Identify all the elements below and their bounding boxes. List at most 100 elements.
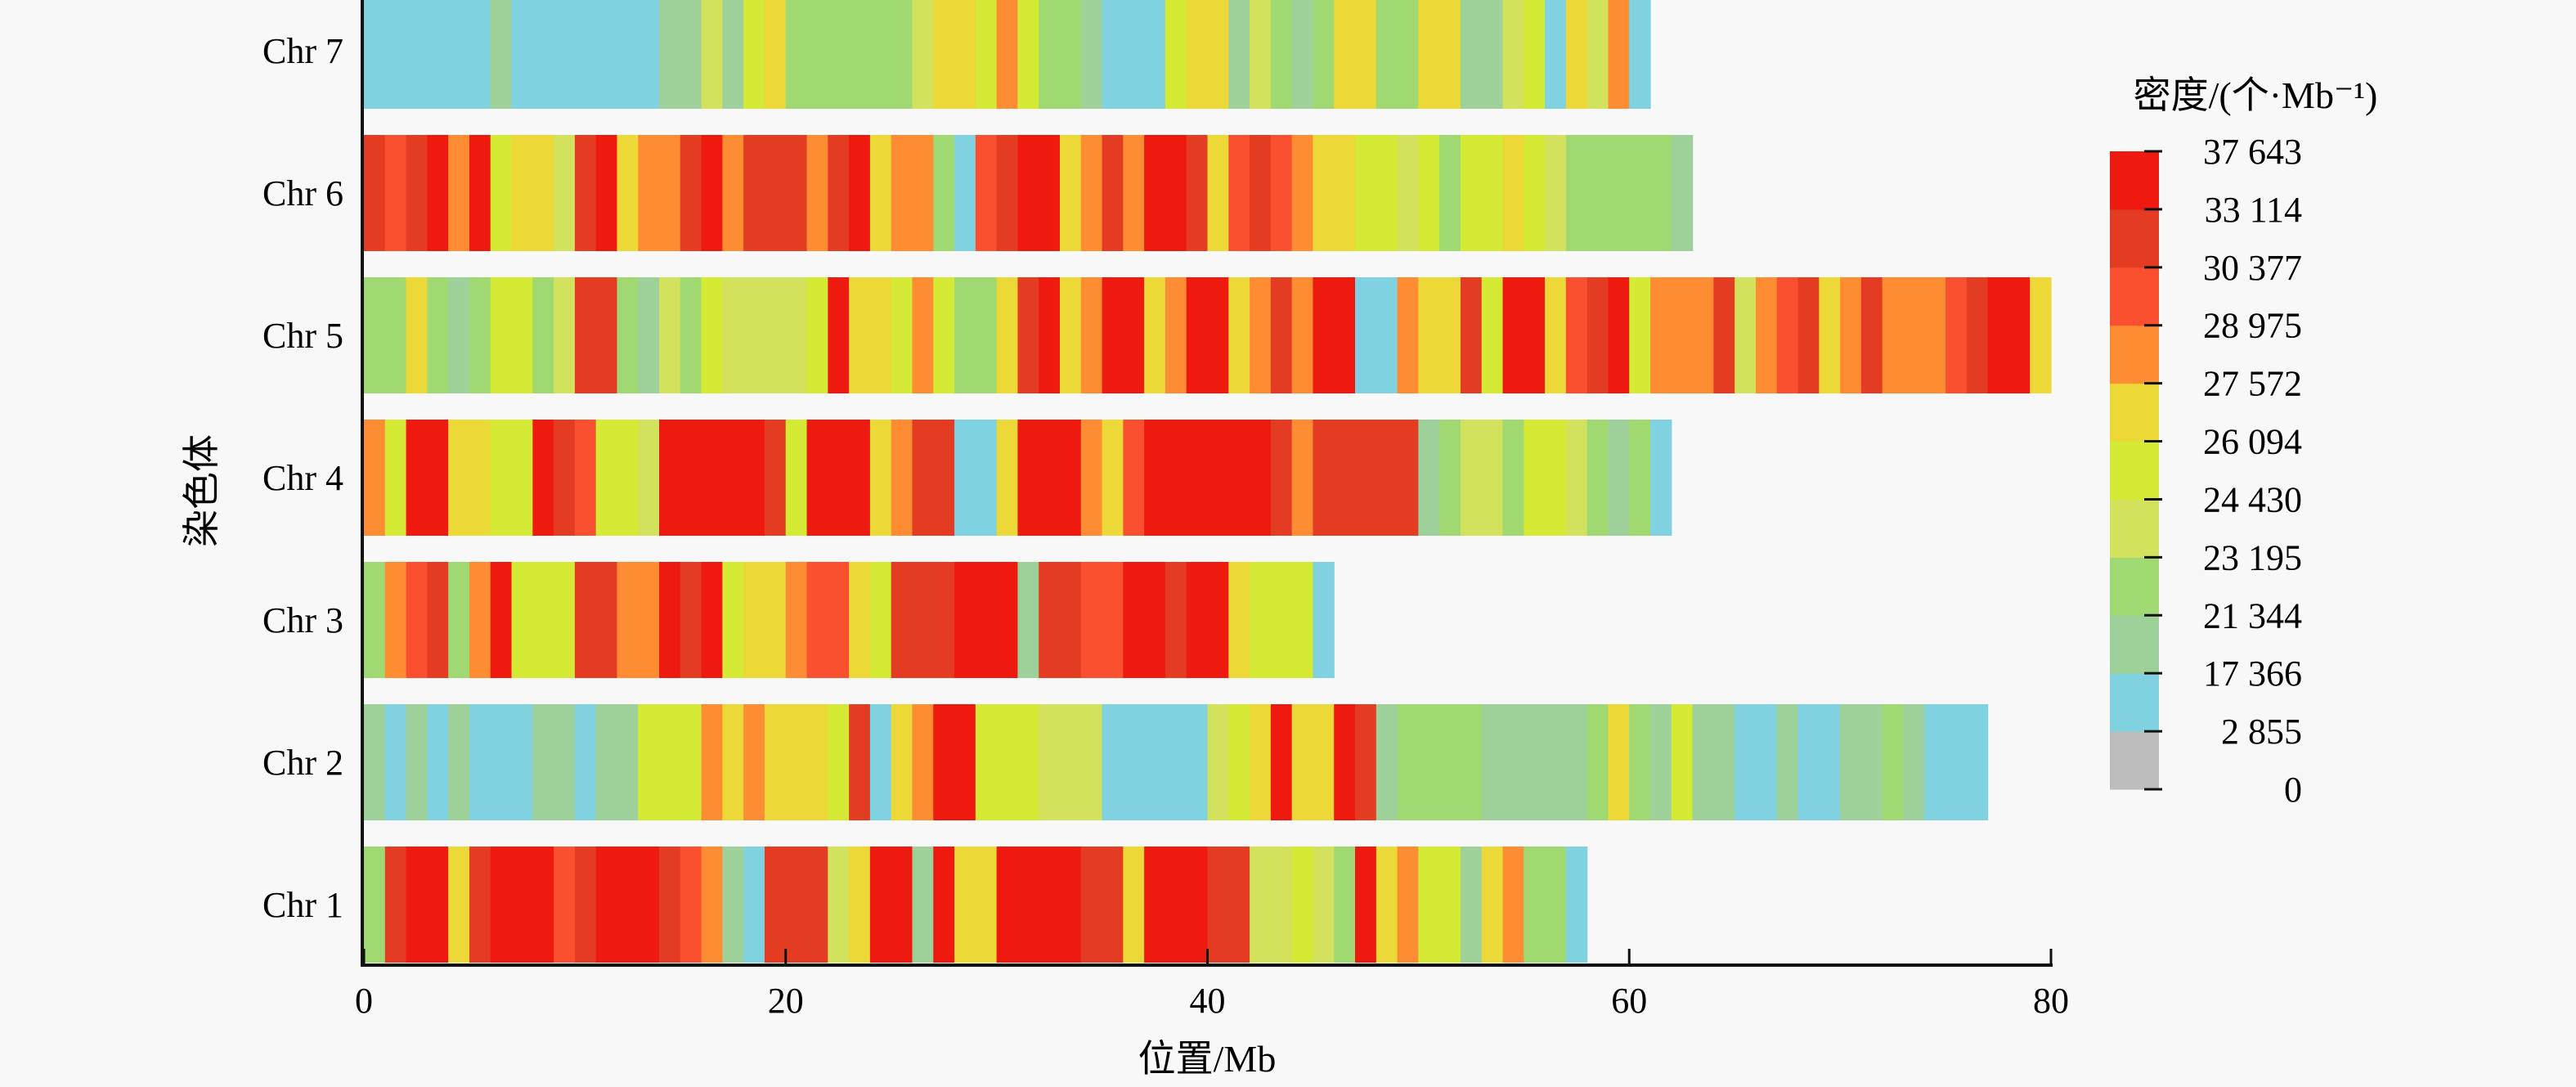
density-bin <box>1586 135 1609 251</box>
density-bin <box>1207 704 1229 820</box>
density-bin <box>1565 135 1588 251</box>
density-bin <box>2008 277 2031 393</box>
density-bin <box>933 704 955 820</box>
density-bin <box>1545 135 1567 251</box>
density-bin <box>743 135 765 251</box>
density-bin <box>1165 704 1187 820</box>
density-bin <box>554 562 576 678</box>
density-bin <box>743 277 765 393</box>
density-bin <box>490 0 513 109</box>
density-bin <box>1460 704 1483 820</box>
density-bin <box>996 0 1019 109</box>
chromosome-label: Chr 5 <box>263 316 343 356</box>
density-bin <box>701 420 723 536</box>
density-bin <box>659 704 681 820</box>
density-bin <box>554 0 576 109</box>
colorbar-swatch <box>2110 383 2159 442</box>
density-bin <box>1355 420 1377 536</box>
density-bin <box>2030 277 2052 393</box>
density-bin <box>975 277 998 393</box>
density-bin <box>406 562 428 678</box>
density-bin <box>1945 277 1968 393</box>
density-bin <box>1250 562 1272 678</box>
density-bin <box>1502 420 1524 536</box>
density-bin <box>1524 277 1546 393</box>
density-bin <box>954 704 976 820</box>
density-bin <box>595 135 618 251</box>
density-bin <box>1017 135 1039 251</box>
density-bin <box>617 277 639 393</box>
x-tick-label: 40 <box>1190 981 1226 1021</box>
density-bin <box>617 847 639 963</box>
density-bin <box>1797 277 1820 393</box>
density-bin <box>954 277 976 393</box>
density-bin <box>1165 847 1187 963</box>
density-bin <box>1439 847 1461 963</box>
density-bin <box>1313 847 1335 963</box>
density-bin <box>975 420 998 536</box>
density-bin <box>1270 704 1293 820</box>
density-bin <box>511 704 533 820</box>
density-bin <box>1439 420 1461 536</box>
density-bin <box>1059 847 1082 963</box>
density-bin <box>448 0 470 109</box>
chromosome-label: Chr 6 <box>263 173 343 213</box>
density-bin <box>1334 420 1356 536</box>
density-bin <box>1186 562 1209 678</box>
density-bin <box>532 562 554 678</box>
density-bin <box>595 0 618 109</box>
density-bin <box>1102 0 1124 109</box>
density-bin <box>680 277 702 393</box>
density-bin <box>554 420 576 536</box>
density-bin <box>785 0 808 109</box>
density-bin <box>1334 704 1356 820</box>
density-bin <box>1671 704 1694 820</box>
density-bin <box>975 135 998 251</box>
density-bin <box>1439 135 1461 251</box>
density-bin <box>659 562 681 678</box>
density-bin <box>1250 420 1272 536</box>
density-bin <box>1080 0 1103 109</box>
density-bin <box>1418 420 1440 536</box>
density-bin <box>1059 277 1082 393</box>
chromosome-row <box>364 704 1989 820</box>
density-bin <box>1860 704 1883 820</box>
density-bin <box>1776 704 1799 820</box>
density-bin <box>912 704 934 820</box>
density-bin <box>722 135 744 251</box>
density-bin <box>595 704 618 820</box>
density-bin <box>933 847 955 963</box>
density-bin <box>384 0 407 109</box>
density-bin <box>364 847 386 963</box>
density-bin <box>1144 277 1166 393</box>
density-bin <box>1376 277 1398 393</box>
density-bin <box>1735 704 1757 820</box>
chromosome-labels: Chr 1 Chr 2 Chr 3 Chr 4 Chr 5 Chr 6 Chr 7 <box>263 31 343 925</box>
density-bin <box>743 420 765 536</box>
density-bin <box>1250 704 1272 820</box>
density-bin <box>1502 704 1524 820</box>
density-bin <box>806 562 828 678</box>
density-bin <box>1565 704 1588 820</box>
density-bin <box>1102 847 1124 963</box>
density-bin <box>1376 0 1398 109</box>
density-bin <box>469 847 491 963</box>
density-bin <box>1334 277 1356 393</box>
density-bin <box>1123 562 1145 678</box>
density-bin <box>574 420 597 536</box>
density-bin <box>1228 135 1250 251</box>
density-bin <box>1524 847 1546 963</box>
density-bin <box>490 704 513 820</box>
density-bin <box>849 277 871 393</box>
density-bin <box>1840 277 1862 393</box>
density-bin <box>1460 847 1483 963</box>
density-bin <box>1334 847 1356 963</box>
chromosome-row <box>364 562 1335 678</box>
density-bin <box>806 704 828 820</box>
density-bin <box>490 420 513 536</box>
colorbar-label: 30 377 <box>2203 248 2302 288</box>
density-bin <box>1039 847 1061 963</box>
density-bin <box>638 135 660 251</box>
density-bin <box>1608 277 1630 393</box>
density-bin <box>1966 277 1989 393</box>
